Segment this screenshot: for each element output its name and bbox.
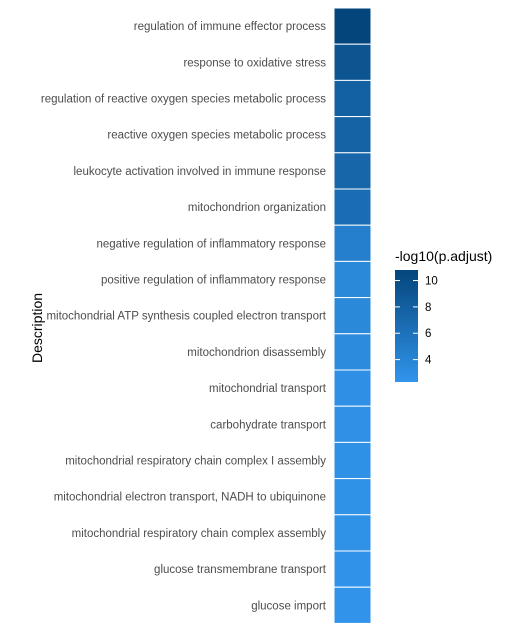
y-tick-label: positive regulation of inflammatory resp… <box>101 275 326 287</box>
y-tick-label: reactive oxygen species metabolic proces… <box>107 130 326 142</box>
tile-layer <box>333 7 372 624</box>
legend-tick-label: 8 <box>425 302 431 314</box>
legend-tick-label: 4 <box>425 355 432 367</box>
y-tick-label: glucose transmembrane transport <box>154 564 327 576</box>
y-tick-label: mitochondrial respiratory chain complex … <box>72 528 327 540</box>
y-tick-label: mitochondrion disassembly <box>187 347 326 359</box>
y-tick-label: negative regulation of inflammatory resp… <box>97 238 327 250</box>
heatmap-tile <box>333 7 372 45</box>
heatmap-tile <box>333 478 372 516</box>
y-tick-label: mitochondrial respiratory chain complex … <box>65 456 326 468</box>
y-tick-labels: regulation of immune effector process res… <box>41 21 327 612</box>
legend-colorbar <box>395 270 418 382</box>
legend-title: -log10(p.adjust) <box>395 248 493 264</box>
y-tick-label: glucose import <box>251 600 327 612</box>
heatmap-tile <box>333 79 372 118</box>
heatmap-tile <box>333 116 372 154</box>
y-tick-label: leukocyte activation involved in immune … <box>74 166 327 178</box>
heatmap-tile <box>333 188 372 226</box>
legend-tick-label: 6 <box>425 328 431 340</box>
y-tick-label: regulation of immune effector process <box>134 21 326 33</box>
y-tick-label: mitochondrial electron transport, NADH t… <box>54 492 326 504</box>
heatmap-tile <box>333 224 372 262</box>
heatmap-tile <box>333 152 372 190</box>
y-tick-label: carbohydrate transport <box>210 419 327 431</box>
heatmap-tile <box>333 441 372 480</box>
heatmap-tile <box>333 297 372 335</box>
heatmap-tile <box>333 405 372 443</box>
color-legend: 4 6 8 10 <box>395 270 438 382</box>
y-tick-label: regulation of reactive oxygen species me… <box>41 94 326 106</box>
heatmap-tile <box>333 514 372 552</box>
heatmap-tile <box>333 260 372 299</box>
heatmap-tile <box>333 333 372 371</box>
y-tick-label: response to oxidative stress <box>183 57 326 69</box>
heatmap-tile <box>333 550 372 588</box>
y-tick-label: mitochondrial transport <box>209 383 327 395</box>
heatmap-tile <box>333 43 372 81</box>
legend-tick-label: 10 <box>425 276 438 288</box>
heatmap-tile <box>333 369 372 407</box>
y-tick-label: mitochondrion organization <box>188 202 326 214</box>
y-tick-label: mitochondrial ATP synthesis coupled elec… <box>46 311 326 323</box>
heatmap-tile <box>333 586 372 624</box>
